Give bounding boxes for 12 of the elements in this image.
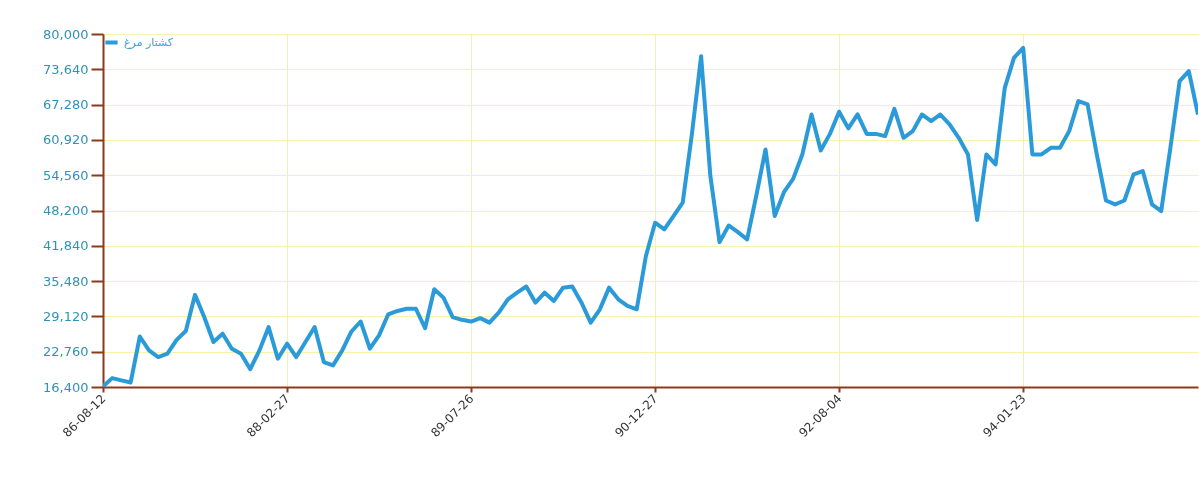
y-tick-label: 67,280 [43,97,89,113]
y-tick-label: 80,000 [43,26,89,42]
text: کشتار مرغ [124,35,174,49]
y-tick-label: 35,480 [43,273,89,289]
y-tick-label: 73,640 [43,61,89,77]
y-tick-label: 29,120 [43,308,89,324]
y-tick-label: 60,920 [43,132,89,148]
y-tick-label: 16,400 [43,379,89,395]
y-tick-label: 48,200 [43,203,89,218]
y-tick-label: 22,760 [43,344,89,360]
y-tick-label: 41,840 [43,238,89,254]
y-tick-label: 54,560 [43,167,89,183]
